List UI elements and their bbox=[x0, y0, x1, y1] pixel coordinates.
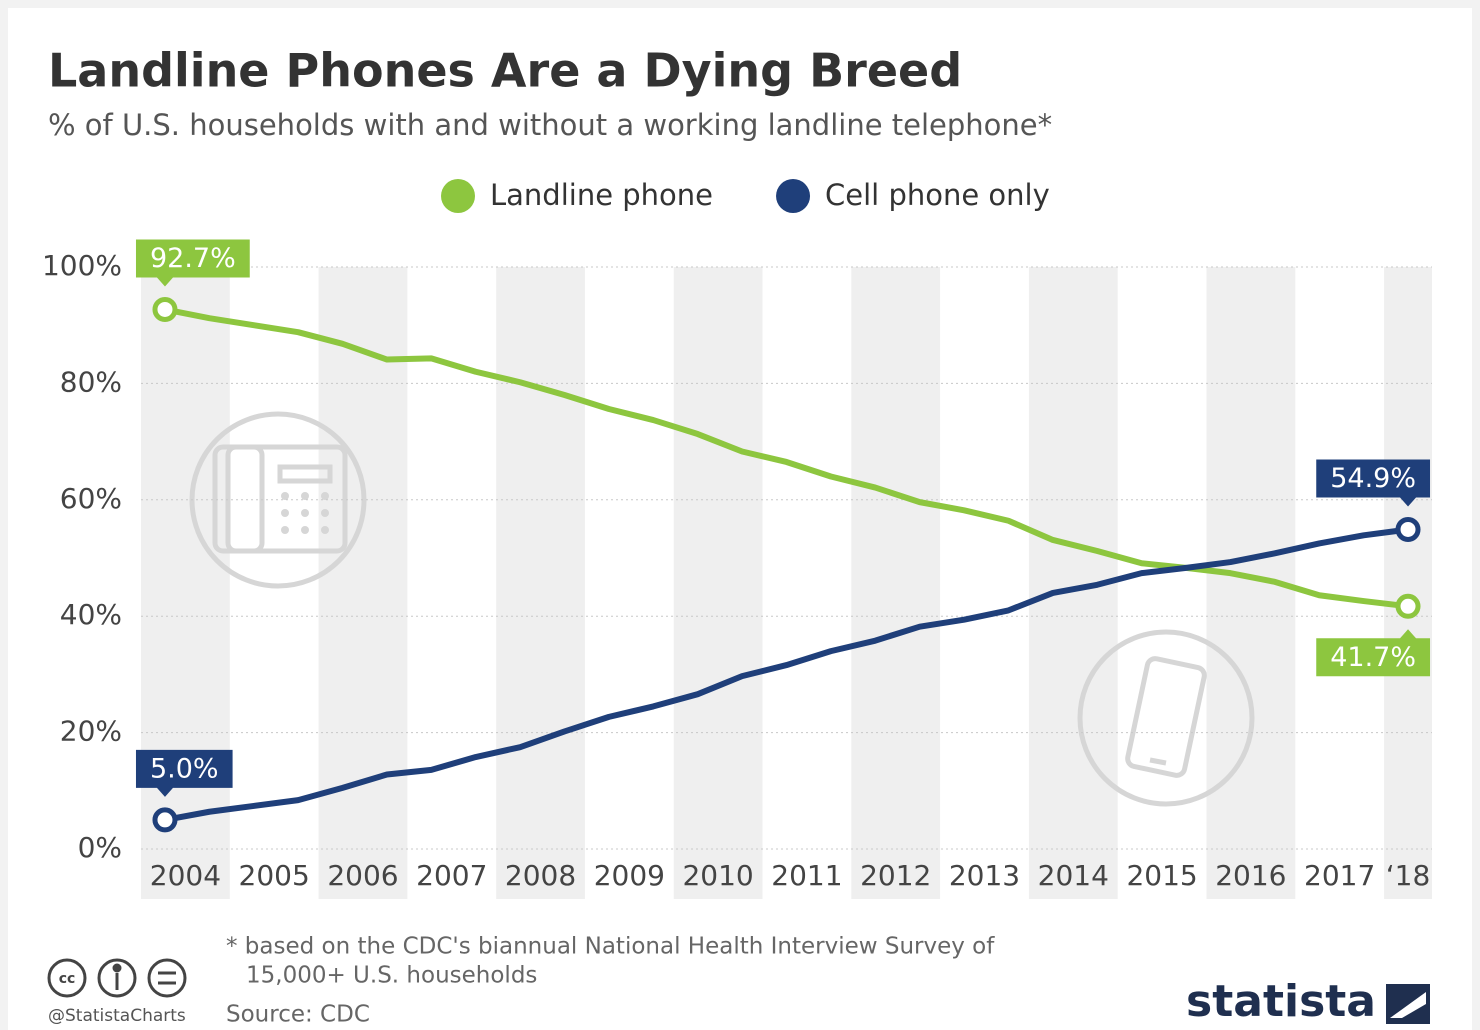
data-label: 54.9% bbox=[1316, 459, 1431, 507]
y-tick-label: 60% bbox=[60, 482, 122, 515]
end-marker bbox=[152, 807, 178, 833]
year-band bbox=[1384, 267, 1432, 899]
brand: statista bbox=[1186, 976, 1376, 1027]
x-tick-label: 2014 bbox=[1038, 859, 1109, 892]
y-tick-label: 100% bbox=[42, 249, 122, 282]
x-tick-label: 2006 bbox=[327, 859, 398, 892]
y-tick-label: 80% bbox=[60, 365, 122, 398]
x-tick-label: 2009 bbox=[594, 859, 665, 892]
year-band bbox=[673, 267, 763, 899]
x-tick-label: 2005 bbox=[239, 859, 310, 892]
note: 15,000+ U.S. households bbox=[246, 963, 537, 989]
x-tick-label: 2008 bbox=[505, 859, 576, 892]
data-label-text: 92.7% bbox=[150, 243, 236, 274]
handle: @StatistaCharts bbox=[48, 1006, 186, 1026]
end-marker bbox=[1395, 516, 1421, 542]
legend-label: Landline phone bbox=[490, 178, 713, 212]
year-band bbox=[318, 267, 408, 899]
data-label-box bbox=[1316, 459, 1431, 507]
data-label-box bbox=[135, 749, 233, 797]
x-tick-label: 2004 bbox=[150, 859, 221, 892]
chart-subtitle: % of U.S. households with and without a … bbox=[48, 108, 1052, 142]
x-tick-label: 2012 bbox=[860, 859, 931, 892]
data-label: 92.7% bbox=[135, 239, 250, 287]
x-tick-label: 2007 bbox=[416, 859, 487, 892]
x-tick-label: 2011 bbox=[771, 859, 842, 892]
data-label: 5.0% bbox=[135, 749, 233, 797]
y-tick-label: 20% bbox=[60, 715, 122, 748]
data-label-box bbox=[135, 239, 250, 287]
series-line bbox=[164, 526, 1409, 823]
year-band bbox=[851, 267, 941, 899]
end-marker bbox=[152, 296, 178, 322]
legend-label: Cell phone only bbox=[825, 178, 1050, 212]
chart-title: Landline Phones Are a Dying Breed bbox=[48, 44, 962, 98]
year-band bbox=[496, 267, 585, 899]
source: Source: CDC bbox=[226, 1002, 370, 1028]
cc-mark: cc bbox=[59, 971, 76, 987]
data-label-box bbox=[1316, 629, 1431, 677]
legend-swatch bbox=[441, 179, 475, 213]
data-label: 41.7% bbox=[1316, 629, 1431, 677]
x-tick-label: 2010 bbox=[682, 859, 753, 892]
phone-icon bbox=[1077, 629, 1255, 807]
end-marker bbox=[1395, 593, 1421, 619]
license-icons bbox=[47, 958, 187, 998]
brand-logo bbox=[1386, 984, 1430, 1024]
legend-swatch bbox=[776, 179, 811, 213]
y-tick-label: 40% bbox=[60, 598, 122, 631]
x-tick-label: 2016 bbox=[1215, 859, 1286, 892]
x-tick-label: 2017 bbox=[1304, 859, 1375, 892]
note: * based on the CDC's biannual National H… bbox=[226, 934, 995, 960]
data-label-text: 5.0% bbox=[150, 753, 219, 784]
x-tick-label: ‘18 bbox=[1386, 859, 1431, 892]
x-tick-label: 2015 bbox=[1126, 859, 1197, 892]
year-band bbox=[141, 267, 230, 899]
data-label-text: 54.9% bbox=[1330, 463, 1416, 494]
data-label-text: 41.7% bbox=[1330, 642, 1416, 673]
x-tick-label: 2013 bbox=[949, 859, 1020, 892]
y-tick-label: 0% bbox=[78, 831, 122, 864]
series-line bbox=[164, 306, 1409, 610]
